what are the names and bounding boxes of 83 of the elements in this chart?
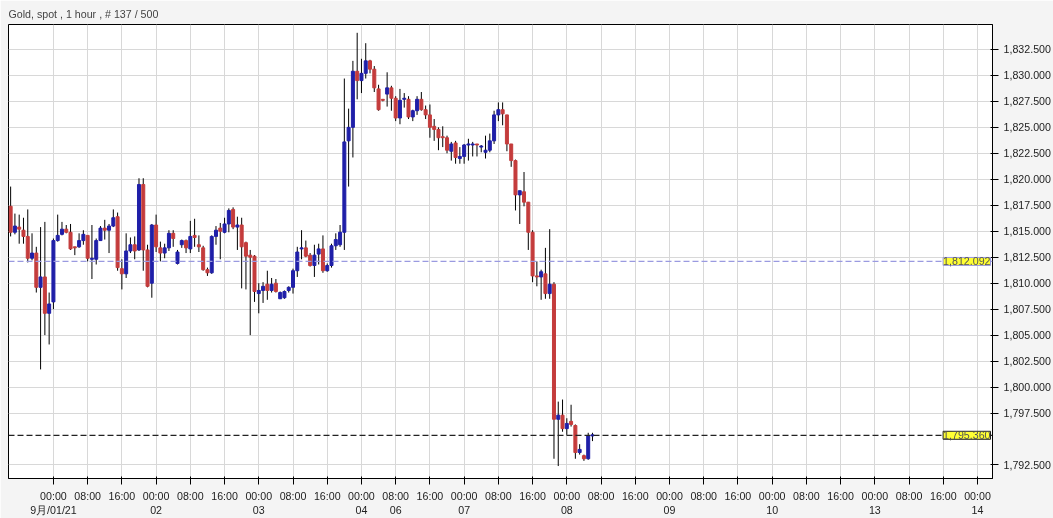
candlestick [265, 270, 270, 301]
ref-line-label: 1,795.360 [943, 429, 991, 442]
candlestick [316, 243, 321, 265]
x-tick-label: 00:00 02 [142, 489, 170, 516]
y-tick-label: 1,805.000 [1003, 329, 1051, 342]
candlestick [406, 95, 411, 120]
candlestick [17, 214, 22, 245]
x-tick-label: 08:00 [895, 489, 923, 502]
candlestick [385, 71, 390, 108]
candlestick [556, 401, 561, 467]
candlestick [68, 223, 73, 251]
x-tick-label: 08:00 06 [382, 489, 410, 516]
ref-line-label: 1,812.092 [943, 255, 991, 268]
x-tick-label: 16:00 [313, 489, 341, 502]
candlestick [89, 224, 94, 280]
x-tick-label: 16:00 [724, 489, 752, 502]
candlestick [453, 140, 458, 165]
candlestick [483, 135, 488, 160]
candlestick [235, 216, 240, 251]
candlestick [132, 235, 137, 260]
y-tick-label: 1,822.500 [1003, 147, 1051, 160]
x-tick-label: 00:00 03 [245, 489, 273, 516]
x-tick-label: 16:00 [929, 489, 957, 502]
x-tick-label: 16:00 [211, 489, 238, 502]
candlestick [12, 213, 17, 235]
candlestick [188, 220, 193, 254]
y-tick-label: 1,812.500 [1003, 251, 1051, 264]
x-tick-label: 08:00 [690, 489, 718, 502]
x-tick-label: 16:00 [827, 489, 855, 502]
y-tick-label: 1,815.000 [1003, 225, 1051, 238]
candlestick [77, 232, 82, 249]
candlestick [166, 229, 171, 252]
y-tick-label: 1,810.000 [1003, 277, 1051, 290]
y-tick-label: 1,792.500 [1003, 458, 1051, 471]
candlestick [38, 226, 43, 370]
y-tick-label: 1,827.500 [1003, 95, 1051, 108]
x-tick-label: 16:00 [621, 489, 649, 502]
candlestick [154, 214, 159, 253]
candlestick [355, 32, 360, 100]
x-tick-label: 08:00 [176, 489, 204, 502]
chart-title: Gold, spot , 1 hour , # 137 / 500 [8, 7, 159, 20]
y-tick-label: 1,800.000 [1003, 381, 1051, 394]
candlestick [59, 221, 64, 236]
candlestick [363, 42, 368, 80]
x-tick-label: 16:00 [108, 489, 136, 502]
x-tick-label: 00:00 07 [450, 489, 478, 516]
x-tick-label: 00:00 14 [964, 489, 991, 516]
candlestick [312, 244, 317, 278]
y-tick-label: 1,820.000 [1003, 173, 1051, 186]
y-tick-label: 1,825.000 [1003, 121, 1051, 134]
candlestick [500, 101, 505, 126]
y-tick-label: 1,797.500 [1003, 407, 1051, 420]
candlestick [261, 281, 266, 304]
y-tick-label: 1,832.500 [1003, 43, 1051, 56]
candlestick [30, 232, 35, 261]
x-tick-label: 00:00 10 [758, 489, 786, 516]
y-tick-label: 1,817.500 [1003, 199, 1051, 212]
y-tick-label: 1,807.500 [1003, 303, 1051, 316]
candlestick [419, 91, 424, 112]
x-tick-label: 08:00 [587, 489, 615, 502]
x-tick-label: 16:00 [519, 489, 546, 502]
y-tick-label: 1,802.500 [1003, 355, 1051, 368]
x-tick-label: 08:00 [279, 489, 307, 502]
x-tick-label: 00:00 09 [656, 489, 683, 516]
candlestick [457, 146, 462, 165]
candlestick [256, 282, 261, 314]
candlestick [239, 217, 244, 289]
x-tick-label: 00:00 04 [348, 489, 375, 516]
candlestick [231, 206, 236, 230]
x-tick-label: 00:00 08 [553, 489, 581, 516]
x-tick-label: 08:00 [74, 489, 102, 502]
x-tick-label: 08:00 [485, 489, 512, 502]
candlestick [25, 208, 30, 263]
candlestick [415, 95, 420, 116]
candlestick [218, 222, 223, 260]
y-tick-label: 1,830.000 [1003, 69, 1051, 82]
x-tick-label: 16:00 [416, 489, 444, 502]
candlestick [466, 138, 471, 162]
x-tick-label: 00:00 13 [861, 489, 889, 516]
candlestick [320, 234, 325, 274]
x-tick-label: 08:00 [793, 489, 820, 502]
candlestick [547, 228, 552, 300]
candlestick [397, 88, 402, 125]
